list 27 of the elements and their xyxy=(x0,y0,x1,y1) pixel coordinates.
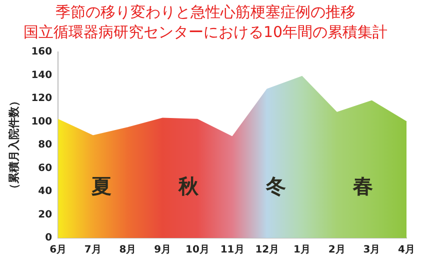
x-tick-label: 3月 xyxy=(363,244,380,256)
x-tick-label: 11月 xyxy=(220,244,244,256)
x-tick-label: 2月 xyxy=(328,244,346,256)
x-tick-label: 4月 xyxy=(398,244,416,256)
x-tick-label: 12月 xyxy=(255,244,280,256)
x-tick-label: 7月 xyxy=(84,244,102,256)
annotation: 秋 xyxy=(178,174,200,198)
y-tick-label: 20 xyxy=(38,209,52,220)
x-tick-label: 10月 xyxy=(185,244,210,256)
y-tick-label: 80 xyxy=(38,140,52,151)
y-tick-label: 60 xyxy=(38,162,52,174)
x-tick-label: 9月 xyxy=(154,244,172,256)
chart-title: 季節の移り変わりと急性心筋梗塞症例の推移 xyxy=(56,2,356,21)
x-tick-label: 6月 xyxy=(50,244,67,256)
y-tick-label: 120 xyxy=(31,93,52,104)
y-tick-label: 0 xyxy=(45,232,52,244)
y-tick-label: 40 xyxy=(38,186,52,198)
y-tick-label: 100 xyxy=(31,116,52,128)
annotation: 春 xyxy=(352,174,373,198)
y-axis-title: （累積月入院件数） xyxy=(7,96,20,194)
x-tick-label: 8月 xyxy=(119,244,136,256)
annotation: 冬 xyxy=(264,174,286,198)
annotation: 夏 xyxy=(90,174,112,198)
y-tick-label: 160 xyxy=(31,46,52,58)
chart-subtitle: 国立循環器病研究センターにおける10年間の累積集計 xyxy=(23,22,388,41)
y-tick-label: 140 xyxy=(31,70,52,81)
x-tick-label: 1月 xyxy=(294,244,310,256)
